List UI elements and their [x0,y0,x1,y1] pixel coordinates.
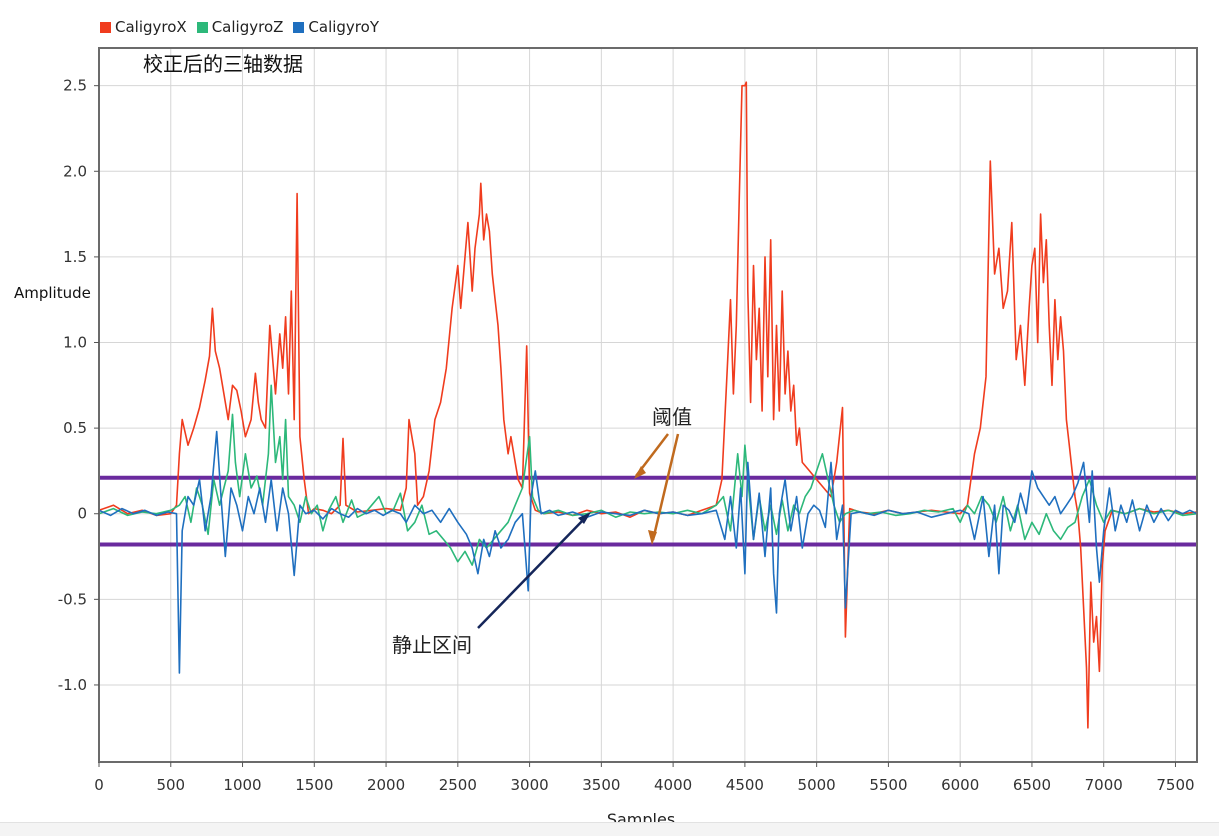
annotation-static-interval: 静止区间 [392,633,472,657]
y-tick-label: 1.0 [63,334,87,352]
legend-item-caligyroy[interactable]: CaligyroY [293,18,379,36]
x-tick-label: 6500 [1013,776,1051,794]
x-tick-label: 1500 [295,776,333,794]
legend-label-caligyroz: CaligyroZ [211,18,284,36]
x-tick-label: 6000 [941,776,979,794]
chart-legend: CaligyroX CaligyroZ CaligyroY [100,18,379,36]
legend-item-caligyroz[interactable]: CaligyroZ [196,18,284,36]
x-tick-label: 1000 [223,776,261,794]
x-tick-label: 7500 [1156,776,1194,794]
annotation-threshold: 阈值 [652,405,692,429]
annotations: 阈值 静止区间 [392,405,692,657]
y-tick-label: -0.5 [58,590,87,608]
arrowhead-threshold-upper [634,466,646,479]
arrow-threshold-lower [651,433,680,541]
plot-area-frame [98,47,1198,763]
x-tick-label: 0 [94,776,104,794]
x-tick-label: 5500 [869,776,907,794]
gridlines [99,48,1197,762]
x-tick-label: 2000 [367,776,405,794]
arrowhead-static-interval [578,512,591,524]
status-bar [0,822,1219,836]
legend-swatch-caligyrox [100,21,111,33]
arrowhead-threshold-lower [648,530,657,545]
data-series [98,81,1198,729]
legend-label-caligyroy: CaligyroY [308,18,379,36]
y-tick-label: 1.5 [63,248,87,266]
y-tick-label: -1.0 [58,676,87,694]
x-tick-label: 4000 [654,776,692,794]
y-tick-label: 2.0 [63,162,87,180]
y-tick-label: 2.5 [63,77,87,95]
y-axis-ticks: -1.0 -0.5 0 0.5 1.0 1.5 2.0 2.5 [58,77,99,694]
series-line-caligyroz [98,384,1198,566]
legend-item-caligyrox[interactable]: CaligyroX [100,18,187,36]
legend-swatch-caligyroy [293,21,305,33]
x-tick-label: 3500 [582,776,620,794]
x-tick-label: 500 [156,776,185,794]
series-line-caligyroy [98,430,1198,674]
x-tick-label: 2500 [439,776,477,794]
x-tick-label: 4500 [726,776,764,794]
x-tick-label: 3000 [510,776,548,794]
legend-label-caligyrox: CaligyroX [115,18,187,36]
y-tick-label: 0 [77,505,87,523]
arrow-static-interval [477,515,588,629]
y-axis-label: Amplitude [14,284,91,302]
x-tick-label: 7000 [1085,776,1123,794]
legend-swatch-caligyroz [196,21,208,33]
x-tick-label: 5000 [798,776,836,794]
x-axis-ticks: 0 500 1000 1500 2000 2500 3000 3500 4000 4500 5000… [94,762,1195,794]
chart-inner-title: 校正后的三轴数据 [143,52,303,76]
y-tick-label: 0.5 [63,419,87,437]
